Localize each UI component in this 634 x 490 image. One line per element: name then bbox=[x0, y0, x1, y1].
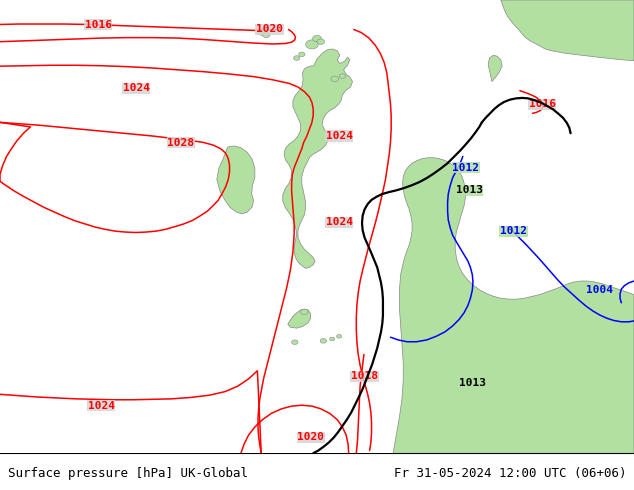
Circle shape bbox=[337, 335, 342, 338]
Polygon shape bbox=[283, 49, 353, 269]
Polygon shape bbox=[217, 146, 255, 214]
Polygon shape bbox=[488, 55, 502, 82]
Circle shape bbox=[292, 340, 298, 344]
Text: 1013: 1013 bbox=[459, 378, 486, 388]
Text: 1004: 1004 bbox=[586, 285, 612, 295]
Polygon shape bbox=[501, 0, 634, 61]
Circle shape bbox=[320, 339, 327, 343]
Text: 1012: 1012 bbox=[500, 226, 527, 236]
Text: 1013: 1013 bbox=[456, 185, 482, 196]
Text: 1018: 1018 bbox=[351, 371, 378, 381]
Text: 1028: 1028 bbox=[167, 138, 194, 148]
Circle shape bbox=[299, 52, 305, 57]
Text: 1016: 1016 bbox=[529, 99, 555, 109]
Text: 1020: 1020 bbox=[256, 24, 283, 34]
Circle shape bbox=[331, 76, 339, 82]
Text: Fr 31-05-2024 12:00 UTC (06+06): Fr 31-05-2024 12:00 UTC (06+06) bbox=[394, 467, 626, 480]
Circle shape bbox=[301, 309, 308, 315]
Polygon shape bbox=[393, 158, 634, 453]
Text: 1024: 1024 bbox=[88, 401, 115, 411]
Text: 1012: 1012 bbox=[453, 163, 479, 172]
Circle shape bbox=[330, 337, 335, 341]
Text: 1016: 1016 bbox=[85, 20, 112, 30]
Circle shape bbox=[317, 39, 325, 45]
Text: 1024: 1024 bbox=[123, 83, 150, 94]
Circle shape bbox=[294, 56, 300, 60]
Text: 1024: 1024 bbox=[326, 131, 353, 141]
Circle shape bbox=[313, 35, 321, 42]
Text: Surface pressure [hPa] UK-Global: Surface pressure [hPa] UK-Global bbox=[8, 467, 248, 480]
Circle shape bbox=[306, 40, 318, 49]
Text: 1020: 1020 bbox=[297, 432, 324, 442]
Text: 1024: 1024 bbox=[326, 217, 353, 227]
Polygon shape bbox=[288, 309, 311, 328]
Circle shape bbox=[262, 32, 270, 38]
Circle shape bbox=[339, 74, 346, 78]
Circle shape bbox=[257, 28, 268, 35]
